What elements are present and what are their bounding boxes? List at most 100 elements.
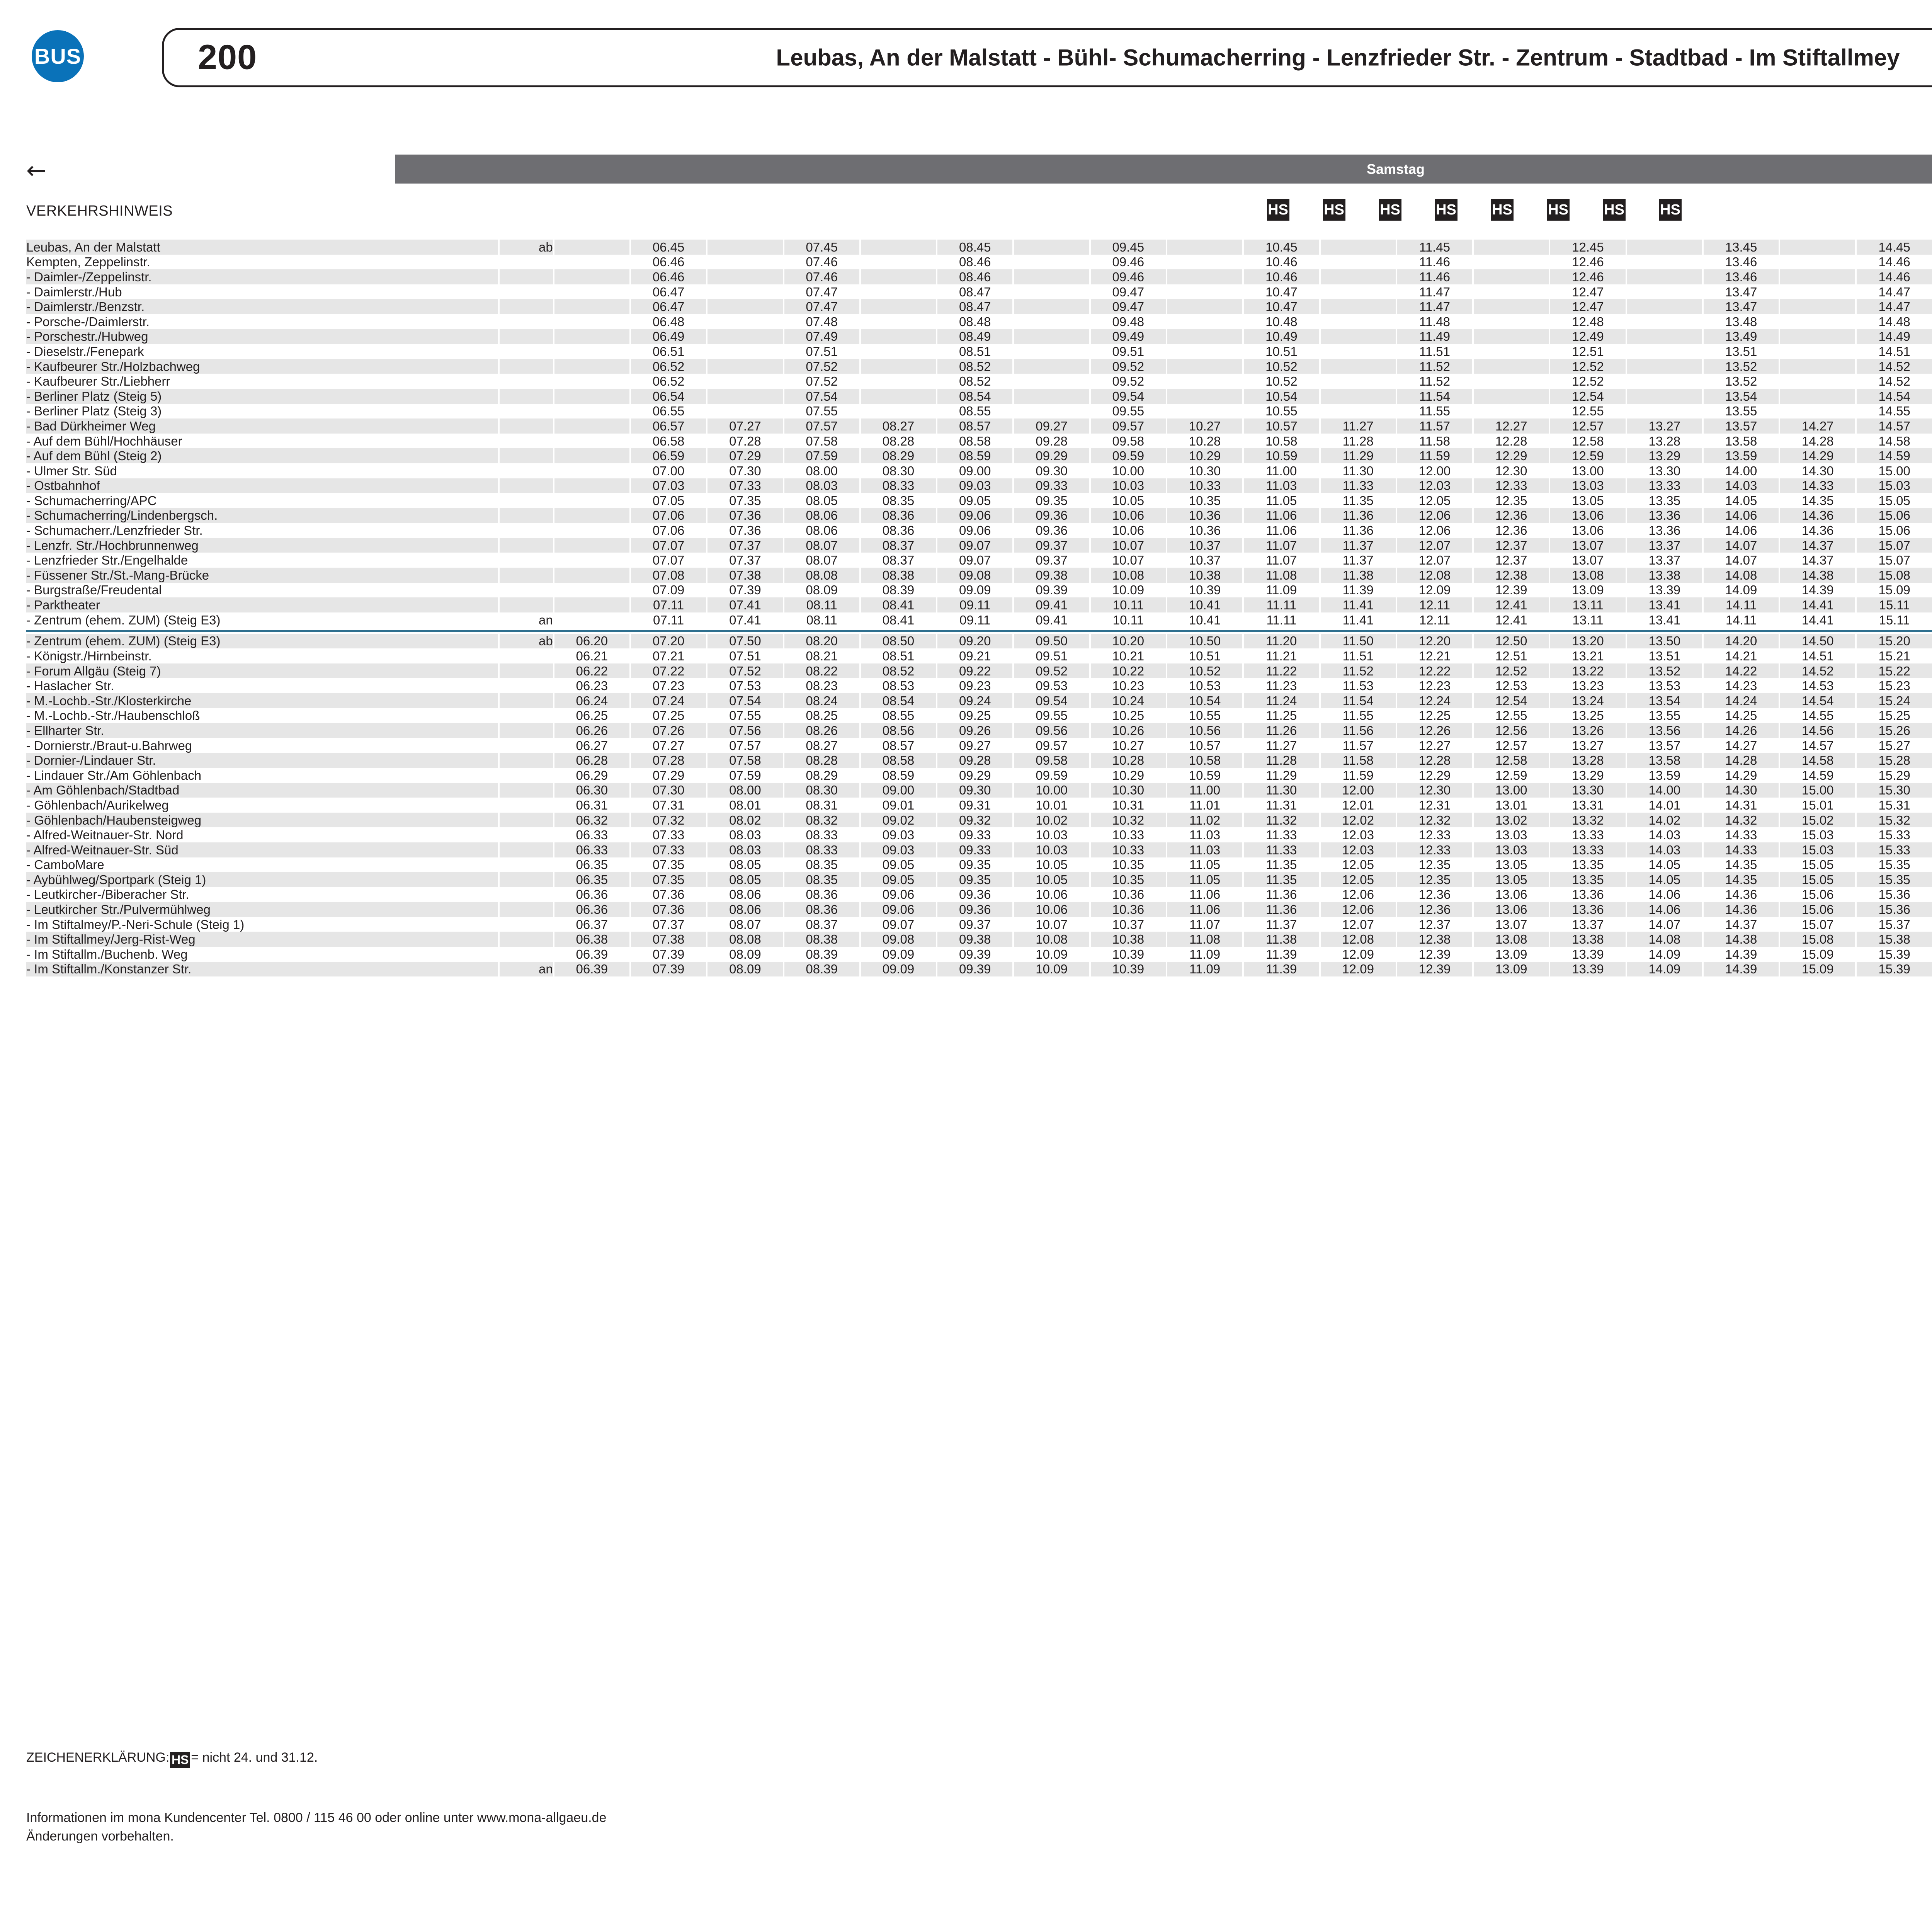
hs-marker: HS bbox=[1491, 199, 1514, 221]
arrival-departure-marker bbox=[499, 648, 553, 663]
departure-time-cell: 14.35 bbox=[1703, 872, 1779, 887]
departure-time-cell: 08.06 bbox=[784, 523, 859, 538]
departure-time-cell: 11.58 bbox=[1320, 753, 1396, 768]
departure-time-cell: 15.36 bbox=[1857, 902, 1932, 917]
hs-marker: HS bbox=[1379, 199, 1401, 221]
departure-time-cell bbox=[1014, 269, 1089, 284]
departure-time-cell: 09.00 bbox=[937, 463, 1013, 478]
departure-time-cell bbox=[554, 582, 629, 598]
departure-time-cell: 11.35 bbox=[1244, 872, 1319, 887]
table-row: - Porsche-/Daimlerstr. 06.48 07.48 08.48 09.… bbox=[26, 314, 1932, 329]
departure-time-cell: 11.47 bbox=[1397, 284, 1473, 299]
departure-time-cell: 07.48 bbox=[784, 314, 859, 329]
departure-time-cell: 11.48 bbox=[1397, 314, 1473, 329]
departure-time-cell: 11.54 bbox=[1320, 693, 1396, 708]
departure-time-cell: 09.47 bbox=[1090, 284, 1166, 299]
departure-time-cell: 14.25 bbox=[1703, 708, 1779, 723]
departure-time-cell bbox=[1167, 388, 1243, 404]
departure-time-cell: 14.01 bbox=[1627, 798, 1702, 813]
departure-time-cell: 11.58 bbox=[1397, 433, 1473, 449]
table-row: - Daimler-/Zeppelinstr. 06.46 07.46 08.46 09… bbox=[26, 269, 1932, 284]
departure-time-cell bbox=[1167, 359, 1243, 374]
departure-time-cell bbox=[554, 508, 629, 523]
table-row: - Lindauer Str./Am Göhlenbach 06.29 07.29 0… bbox=[26, 767, 1932, 783]
departure-time-cell: 10.50 bbox=[1167, 633, 1243, 649]
departure-time-cell: 08.11 bbox=[784, 597, 859, 612]
departure-time-cell: 11.59 bbox=[1397, 448, 1473, 463]
departure-time-cell: 14.36 bbox=[1780, 508, 1855, 523]
departure-time-cell: 12.37 bbox=[1474, 553, 1549, 568]
departure-time-cell: 10.03 bbox=[1014, 827, 1089, 842]
departure-time-cell: 10.52 bbox=[1244, 359, 1319, 374]
departure-time-cell: 10.51 bbox=[1244, 344, 1319, 359]
departure-time-cell: 10.39 bbox=[1167, 582, 1243, 598]
departure-time-cell: 11.52 bbox=[1397, 359, 1473, 374]
departure-time-cell: 07.46 bbox=[784, 254, 859, 270]
departure-time-cell: 08.48 bbox=[937, 314, 1013, 329]
departure-time-cell: 10.51 bbox=[1167, 648, 1243, 663]
departure-time-cell: 07.33 bbox=[631, 842, 706, 857]
departure-time-cell: 08.31 bbox=[784, 798, 859, 813]
departure-time-cell: 12.59 bbox=[1550, 448, 1626, 463]
departure-time-cell: 14.50 bbox=[1780, 633, 1855, 649]
departure-time-cell: 06.35 bbox=[554, 857, 629, 873]
departure-time-cell bbox=[1014, 284, 1089, 299]
table-row: - Zentrum (ehem. ZUM) (Steig E3) an 07.11 0… bbox=[26, 612, 1932, 628]
departure-time-cell: 12.30 bbox=[1397, 782, 1473, 798]
departure-time-cell bbox=[1014, 374, 1089, 389]
departure-time-cell bbox=[1474, 374, 1549, 389]
departure-time-cell: 07.35 bbox=[631, 872, 706, 887]
departure-time-cell: 11.39 bbox=[1320, 582, 1396, 598]
departure-time-cell: 09.01 bbox=[861, 798, 936, 813]
departure-time-cell: 09.36 bbox=[937, 887, 1013, 902]
departure-time-cell: 14.29 bbox=[1780, 448, 1855, 463]
departure-time-cell: 07.35 bbox=[631, 857, 706, 873]
departure-time-cell: 11.00 bbox=[1244, 463, 1319, 478]
departure-time-cell: 11.05 bbox=[1167, 857, 1243, 873]
departure-time-cell: 13.20 bbox=[1550, 633, 1626, 649]
stop-name: - Am Göhlenbach/Stadtbad bbox=[26, 782, 498, 798]
departure-time-cell: 08.51 bbox=[937, 344, 1013, 359]
stop-name: - M.-Lochb.-Str./Klosterkirche bbox=[26, 693, 498, 708]
departure-time-cell: 10.52 bbox=[1167, 663, 1243, 679]
departure-time-cell: 14.58 bbox=[1780, 753, 1855, 768]
departure-time-cell bbox=[1167, 240, 1243, 255]
departure-time-cell: 13.49 bbox=[1703, 329, 1779, 344]
departure-time-cell: 15.09 bbox=[1780, 947, 1855, 962]
departure-time-cell: 07.36 bbox=[707, 523, 783, 538]
departure-time-cell bbox=[1320, 403, 1396, 419]
departure-time-cell: 14.09 bbox=[1627, 961, 1702, 977]
departure-time-cell: 13.07 bbox=[1550, 538, 1626, 553]
departure-time-cell: 09.54 bbox=[1014, 693, 1089, 708]
departure-time-cell: 09.53 bbox=[1014, 678, 1089, 693]
departure-time-cell: 11.08 bbox=[1167, 932, 1243, 947]
departure-time-cell: 13.52 bbox=[1627, 663, 1702, 679]
departure-time-cell: 07.32 bbox=[631, 812, 706, 828]
departure-time-cell: 10.37 bbox=[1167, 538, 1243, 553]
departure-time-cell: 08.36 bbox=[861, 508, 936, 523]
table-row: - CamboMare 06.35 07.35 08.05 08.35 09.05 09.3… bbox=[26, 857, 1932, 873]
departure-time-cell bbox=[1780, 254, 1855, 270]
arrival-departure-marker bbox=[499, 538, 553, 553]
departure-time-cell: 13.09 bbox=[1474, 947, 1549, 962]
departure-time-cell: 13.09 bbox=[1550, 582, 1626, 598]
departure-time-cell bbox=[554, 478, 629, 493]
arrival-departure-marker bbox=[499, 284, 553, 299]
departure-time-cell bbox=[1474, 388, 1549, 404]
departure-time-cell: 10.27 bbox=[1090, 738, 1166, 753]
departure-time-cell: 11.46 bbox=[1397, 254, 1473, 270]
stop-name: - Lenzfr. Str./Hochbrunnenweg bbox=[26, 538, 498, 553]
departure-time-cell: 12.54 bbox=[1550, 388, 1626, 404]
stop-name: - Ostbahnhof bbox=[26, 478, 498, 493]
back-arrow-icon[interactable]: ← bbox=[26, 156, 46, 184]
table-row: - Am Göhlenbach/Stadtbad 06.30 07.30 08.00 0… bbox=[26, 782, 1932, 798]
departure-time-cell bbox=[1014, 299, 1089, 314]
table-row: - Leutkircher-/Biberacher Str. 06.36 07.36… bbox=[26, 887, 1932, 902]
departure-time-cell: 15.09 bbox=[1780, 961, 1855, 977]
departure-time-cell: 08.09 bbox=[784, 582, 859, 598]
departure-time-cell: 13.58 bbox=[1703, 433, 1779, 449]
departure-time-cell: 13.35 bbox=[1550, 857, 1626, 873]
arrival-departure-marker bbox=[499, 597, 553, 612]
departure-time-cell: 11.39 bbox=[1244, 961, 1319, 977]
departure-time-cell: 15.35 bbox=[1857, 857, 1932, 873]
